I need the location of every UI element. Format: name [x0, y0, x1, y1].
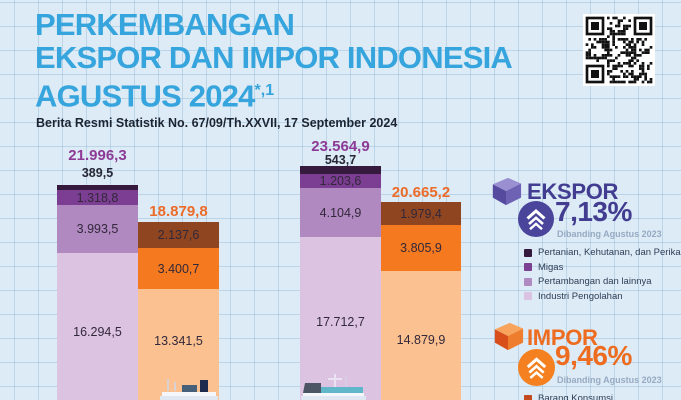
export-seg1-value-group1: 389,5 [81, 166, 114, 180]
title-line-2: EKSPOR DAN IMPOR INDONESIA [35, 40, 513, 75]
bar-segment-pertanian [57, 185, 138, 190]
import-legend: Barang Konsumsi [524, 393, 613, 400]
export-box-icon [492, 177, 522, 206]
title-line-1: PERKEMBANGAN [35, 7, 295, 42]
export-seg1-value-group2: 543,7 [324, 153, 357, 167]
page-title: PERKEMBANGAN EKSPOR DAN IMPOR INDONESIA … [35, 7, 513, 114]
legend-swatch-migas [524, 263, 532, 271]
cargo-ship-icon [160, 379, 218, 400]
container-ship-icon [301, 374, 366, 400]
legend-item: Barang Konsumsi [524, 393, 613, 400]
export-total-group2: 23.564,9 [311, 138, 370, 155]
bar-segment: 2.137,6 [138, 222, 219, 248]
import-total-group1: 18.879,8 [149, 203, 208, 220]
bar-segment: 14.879,9 [381, 271, 461, 400]
bar-segment: 3.400,7 [138, 248, 219, 289]
legend-item: Industri Pengolahan [524, 291, 681, 302]
import-heading: IMPOR [527, 325, 598, 350]
bar-segment-migas: 1.318,8 [57, 190, 138, 205]
bar-segment-pertambangan: 4.104,9 [300, 188, 381, 237]
title-line-3: AGUSTUS 2024*,1 [35, 78, 275, 114]
export-heading: EKSPOR [527, 179, 619, 204]
export-bar-group2: 1.203,6 4.104,9 17.712,7 [300, 166, 381, 400]
export-compare-note: Dibanding Agustus 2023 [557, 229, 662, 239]
legend-swatch-barang-konsumsi [524, 394, 532, 400]
qr-code [583, 14, 655, 86]
legend-swatch-pertanian [524, 248, 532, 257]
import-compare-note: Dibanding Agustus 2023 [557, 375, 662, 385]
export-legend: Pertanian, Kehutanan, dan Perikanan Miga… [524, 247, 681, 302]
export-up-arrow-icon [518, 201, 554, 237]
import-bar-group1: 2.137,6 3.400,7 13.341,5 [138, 222, 219, 400]
bar-segment-pertanian [300, 166, 381, 174]
export-growth-value: 7,13% [555, 196, 632, 227]
bar-segment-industri: 17.712,7 [300, 237, 381, 400]
export-bar-group1: 1.318,8 3.993,5 16.294,5 [57, 185, 138, 400]
legend-item: Pertambangan dan lainnya [524, 276, 681, 287]
legend-swatch-pertambangan [524, 277, 532, 286]
export-total-group1: 21.996,3 [68, 147, 127, 164]
import-total-group2: 20.665,2 [391, 184, 451, 201]
import-bar-group2: 1.979,4 3.805,9 14.879,9 [381, 202, 461, 400]
import-box-icon [494, 322, 524, 351]
legend-swatch-industri [524, 292, 532, 300]
bar-segment: 3.805,9 [381, 225, 461, 271]
import-up-arrow-icon [518, 349, 555, 386]
bar-segment-pertambangan: 3.993,5 [57, 205, 138, 253]
legend-item: Migas [524, 262, 681, 273]
title-superscript: *,1 [254, 82, 275, 99]
import-growth-value: 9,46% [555, 340, 632, 371]
bar-segment-industri: 16.294,5 [57, 253, 138, 400]
bar-segment-migas: 1.203,6 [300, 174, 381, 188]
bar-segment: 1.979,4 [381, 202, 461, 225]
release-subtitle: Berita Resmi Statistik No. 67/09/Th.XXVI… [36, 116, 398, 130]
legend-item: Pertanian, Kehutanan, dan Perikanan [524, 247, 681, 258]
